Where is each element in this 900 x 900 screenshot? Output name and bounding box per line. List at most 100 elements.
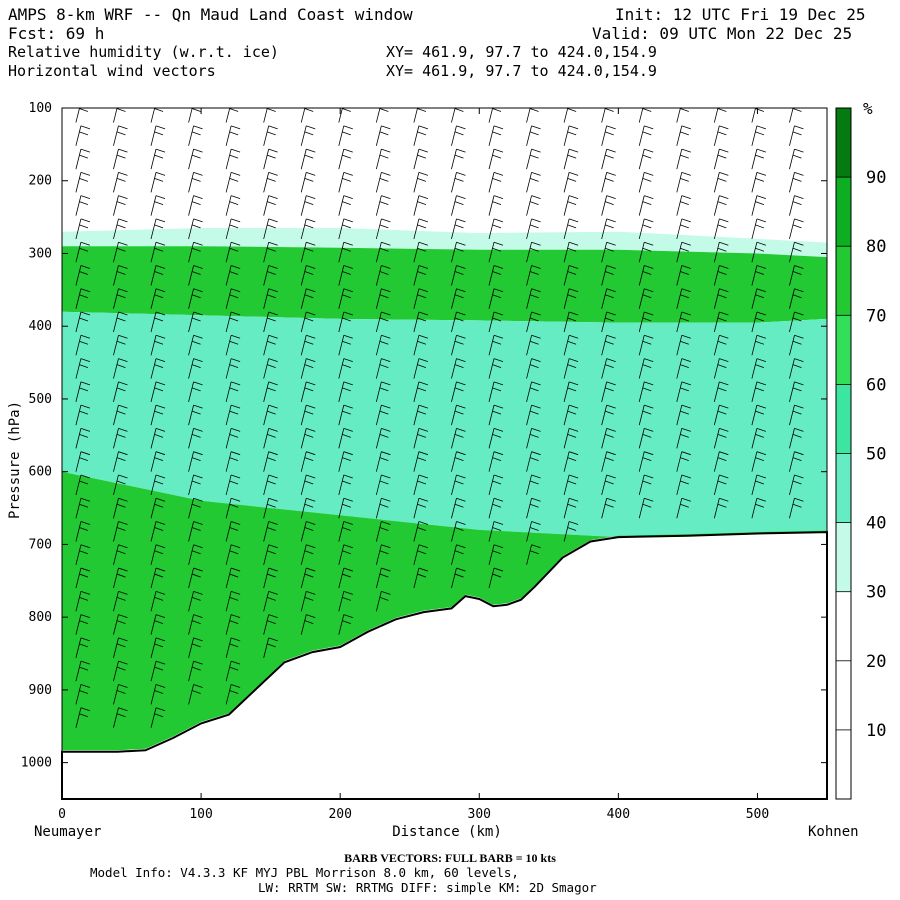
wind-barb bbox=[375, 171, 391, 193]
wind-barb bbox=[713, 381, 729, 402]
wind-barb bbox=[225, 218, 241, 240]
wind-barb bbox=[263, 381, 278, 402]
wind-barb bbox=[451, 288, 466, 309]
wind-barb bbox=[563, 521, 579, 542]
wind-barb bbox=[375, 195, 391, 216]
wind-barb bbox=[563, 358, 579, 379]
wind-barb bbox=[751, 497, 767, 519]
wind-barb bbox=[488, 474, 504, 496]
wind-barb bbox=[638, 241, 654, 263]
wind-barb bbox=[113, 521, 128, 542]
colorbar-level-label: 20 bbox=[866, 652, 886, 672]
wind-barb bbox=[300, 265, 316, 286]
wind-barb bbox=[150, 614, 166, 635]
wind-barb bbox=[300, 148, 316, 170]
wind-barb bbox=[150, 684, 166, 705]
wind-barb bbox=[75, 521, 91, 542]
wind-barb bbox=[563, 218, 579, 240]
wind-barb bbox=[789, 497, 804, 519]
wind-barb bbox=[188, 288, 203, 309]
colorbar-segment bbox=[836, 729, 851, 799]
wind-barb bbox=[751, 381, 767, 402]
wind-barb bbox=[601, 404, 616, 426]
wind-barb bbox=[113, 108, 126, 123]
wind-barb bbox=[150, 637, 166, 658]
colorbar-segment bbox=[836, 453, 851, 523]
wind-barb bbox=[451, 404, 466, 426]
wind-barb bbox=[375, 428, 391, 449]
wind-barb bbox=[638, 218, 654, 240]
wind-barb bbox=[300, 614, 316, 635]
wind-barb bbox=[751, 125, 767, 146]
wind-barb bbox=[150, 660, 166, 682]
wind-barb bbox=[113, 218, 128, 240]
wind-barb bbox=[113, 684, 128, 705]
wind-barb bbox=[413, 428, 429, 449]
wind-barb bbox=[526, 474, 541, 496]
wind-barb bbox=[113, 358, 128, 379]
wind-barb bbox=[488, 381, 504, 402]
wind-barb bbox=[375, 311, 391, 333]
y-tick-label: 200 bbox=[29, 174, 52, 189]
wind-barb bbox=[789, 451, 804, 472]
wind-barb bbox=[563, 148, 579, 170]
wind-barb bbox=[75, 311, 91, 333]
wind-barb bbox=[713, 265, 729, 286]
wind-barb bbox=[563, 451, 579, 472]
wind-barb bbox=[601, 311, 616, 333]
x-left-end-label: Neumayer bbox=[34, 824, 101, 840]
colorbar-level-label: 70 bbox=[866, 306, 886, 326]
wind-barb bbox=[601, 265, 616, 286]
wind-barb bbox=[375, 451, 391, 472]
wind-barb bbox=[75, 288, 91, 309]
wind-barb bbox=[563, 474, 579, 496]
wind-barb bbox=[676, 108, 689, 123]
wind-barb bbox=[526, 521, 541, 542]
x-tick-label: 500 bbox=[746, 807, 769, 822]
wind-barb bbox=[75, 614, 91, 635]
wind-barb bbox=[150, 404, 166, 426]
wind-barb bbox=[188, 428, 203, 449]
wind-barb bbox=[713, 334, 729, 356]
wind-barb bbox=[375, 358, 391, 379]
wind-barb bbox=[526, 497, 541, 519]
wind-barb bbox=[300, 195, 316, 216]
wind-barb bbox=[188, 404, 203, 426]
wind-barb bbox=[225, 125, 241, 146]
wind-barb bbox=[451, 474, 466, 496]
wind-barb bbox=[113, 125, 128, 146]
wind-barb bbox=[188, 614, 203, 635]
wind-barb bbox=[451, 521, 466, 542]
wind-barb bbox=[713, 404, 729, 426]
wind-barb bbox=[751, 404, 767, 426]
wind-barb bbox=[488, 334, 504, 356]
wind-barb bbox=[263, 637, 278, 658]
wind-barb bbox=[113, 497, 128, 519]
wind-barb bbox=[488, 125, 504, 146]
wind-barb bbox=[75, 637, 91, 658]
wind-barb bbox=[789, 171, 804, 193]
wind-barb bbox=[263, 108, 276, 123]
wind-barb bbox=[338, 381, 353, 402]
field-name-1: Relative humidity (w.r.t. ice) bbox=[8, 43, 279, 61]
wind-barb bbox=[413, 195, 429, 216]
wind-barb bbox=[563, 311, 579, 333]
wind-barb bbox=[225, 108, 239, 123]
wind-barb bbox=[300, 497, 316, 519]
wind-barb bbox=[676, 474, 691, 496]
wind-barb bbox=[676, 148, 691, 170]
wind-barb bbox=[413, 311, 429, 333]
wind-barb bbox=[375, 265, 391, 286]
y-tick-label: 500 bbox=[29, 392, 52, 407]
wind-barb bbox=[563, 334, 579, 356]
wind-barb bbox=[601, 497, 616, 519]
wind-barb bbox=[751, 218, 767, 240]
wind-barb bbox=[713, 171, 729, 193]
wind-barb bbox=[75, 125, 91, 146]
wind-barb bbox=[150, 590, 166, 612]
x-tick-label: 300 bbox=[468, 807, 491, 822]
wind-barb bbox=[150, 241, 166, 263]
wind-barb bbox=[601, 451, 616, 472]
wind-barb bbox=[375, 544, 391, 565]
wind-barb bbox=[451, 497, 466, 519]
